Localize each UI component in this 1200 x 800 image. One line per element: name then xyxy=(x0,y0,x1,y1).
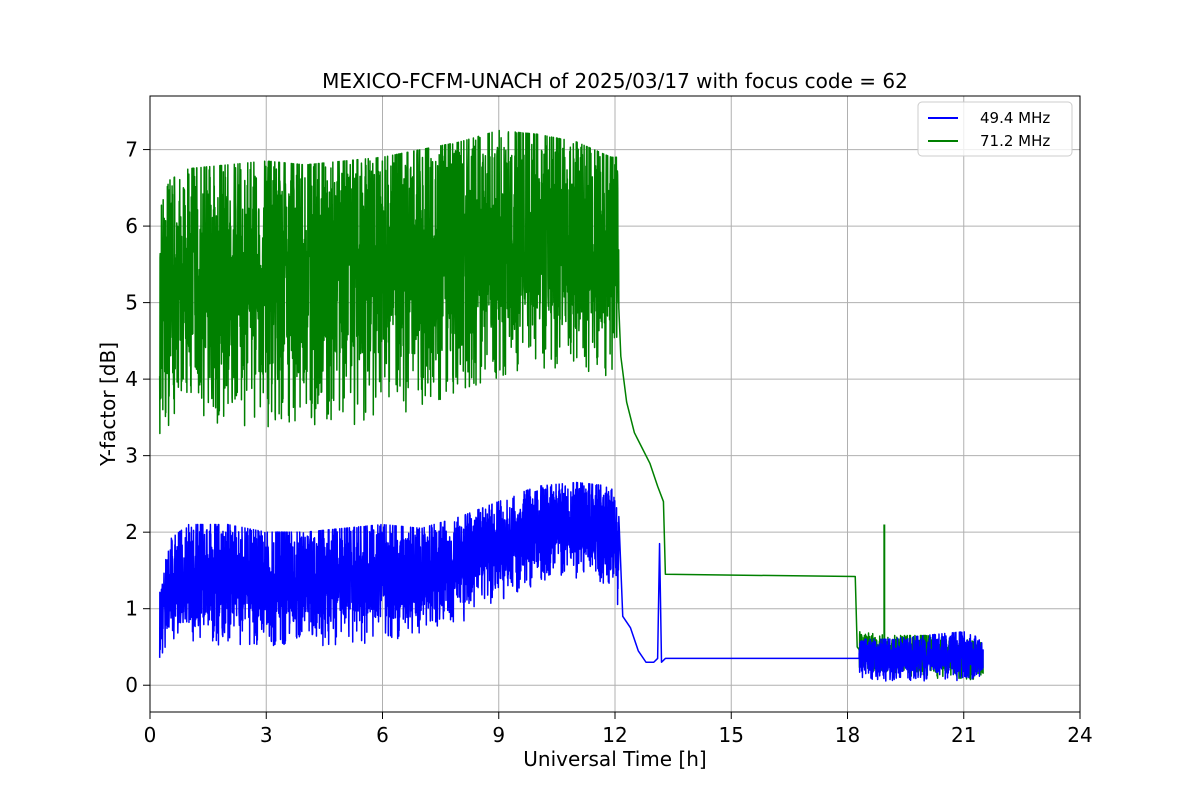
x-tick-label: 15 xyxy=(719,723,744,747)
x-tick-label: 3 xyxy=(260,723,273,747)
series-49-4-MHz xyxy=(158,481,984,682)
legend-box xyxy=(917,101,1073,157)
x-tick-label: 24 xyxy=(1067,723,1092,747)
y-tick-label: 4 xyxy=(125,367,138,391)
y-tick-label: 2 xyxy=(125,520,138,544)
y-tick-label: 0 xyxy=(125,673,138,697)
y-tick-label: 6 xyxy=(125,214,138,238)
x-tick-label: 18 xyxy=(835,723,860,747)
x-axis-label: Universal Time [h] xyxy=(523,747,706,771)
x-tick-label: 12 xyxy=(602,723,627,747)
legend-entry: 71.2 MHz xyxy=(980,132,1050,150)
legend: 49.4 MHz 71.2 MHz xyxy=(917,101,1073,157)
y-tick-label: 5 xyxy=(125,291,138,315)
series-line xyxy=(158,481,984,682)
y-axis-label: Y-factor [dB] xyxy=(96,342,120,467)
x-tick-label: 0 xyxy=(144,723,157,747)
legend-entry: 49.4 MHz xyxy=(980,109,1050,127)
x-tick-label: 21 xyxy=(951,723,976,747)
y-tick-label: 7 xyxy=(125,138,138,162)
y-tick-label: 3 xyxy=(125,444,138,468)
x-tick-label: 9 xyxy=(492,723,505,747)
y-tick-label: 1 xyxy=(125,597,138,621)
plot-area xyxy=(158,129,984,682)
x-tick-label: 6 xyxy=(376,723,389,747)
chart-title: MEXICO-FCFM-UNACH of 2025/03/17 with foc… xyxy=(322,69,908,93)
